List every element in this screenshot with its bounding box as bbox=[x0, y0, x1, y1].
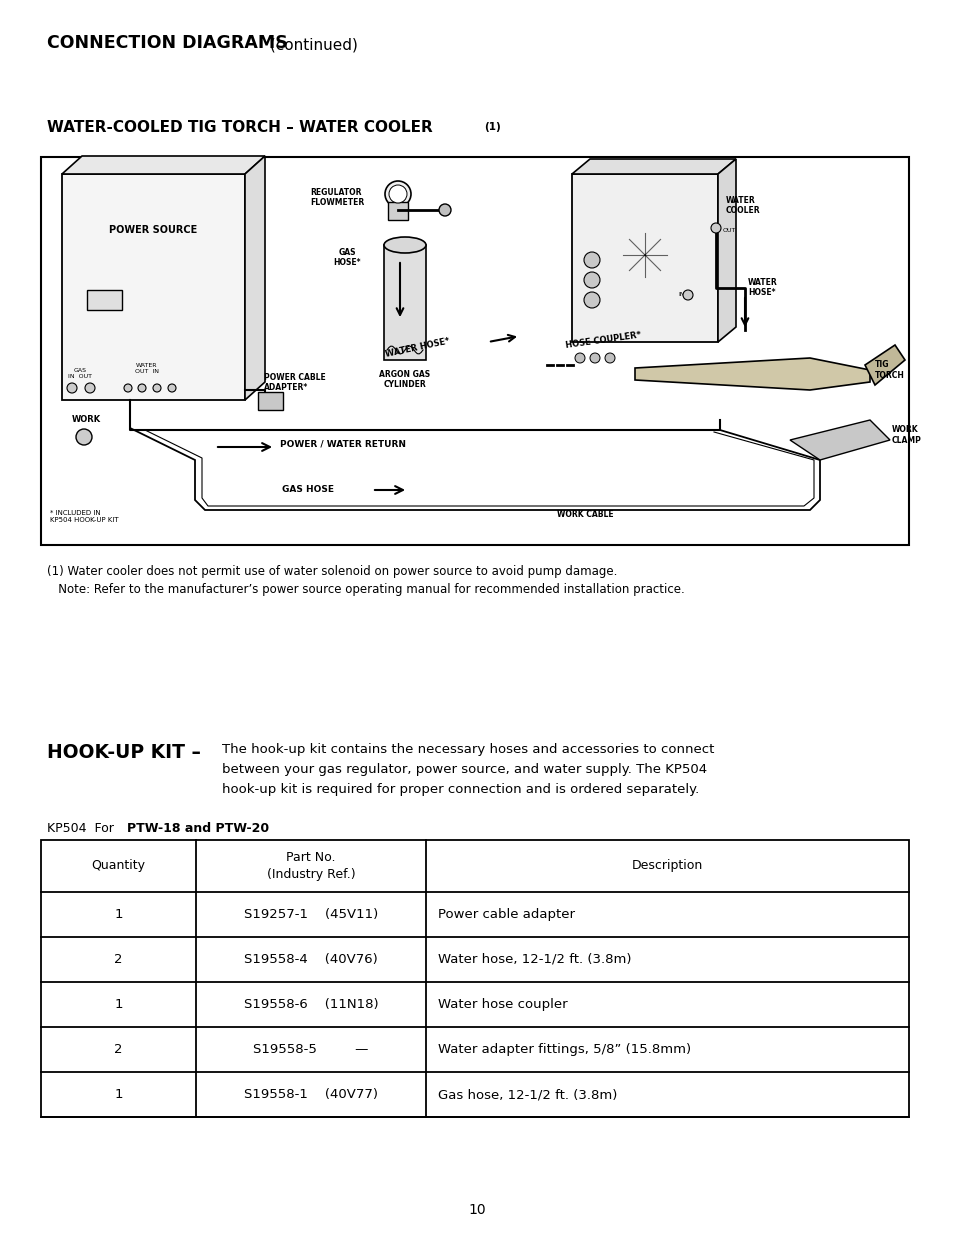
Circle shape bbox=[124, 384, 132, 391]
Text: S19558-4    (40V76): S19558-4 (40V76) bbox=[244, 953, 377, 966]
Circle shape bbox=[138, 384, 146, 391]
Text: S19257-1    (45V11): S19257-1 (45V11) bbox=[244, 908, 377, 921]
Circle shape bbox=[682, 290, 692, 300]
Bar bbox=[41, 840, 908, 1116]
Text: TIG
TORCH: TIG TORCH bbox=[874, 361, 904, 379]
Polygon shape bbox=[864, 345, 904, 385]
Polygon shape bbox=[718, 159, 735, 342]
Text: WATER
HOSE*: WATER HOSE* bbox=[747, 278, 777, 298]
Circle shape bbox=[67, 383, 77, 393]
Circle shape bbox=[583, 291, 599, 308]
Circle shape bbox=[575, 353, 584, 363]
Text: 1: 1 bbox=[114, 908, 123, 921]
Text: S19558-6    (11N18): S19558-6 (11N18) bbox=[243, 998, 378, 1011]
Bar bbox=[41, 157, 908, 545]
Ellipse shape bbox=[384, 237, 426, 253]
Circle shape bbox=[589, 353, 599, 363]
Polygon shape bbox=[572, 159, 735, 174]
Bar bbox=[388, 203, 408, 220]
Bar bbox=[62, 174, 245, 400]
Polygon shape bbox=[635, 358, 869, 390]
Circle shape bbox=[438, 204, 451, 216]
Polygon shape bbox=[789, 420, 889, 459]
Text: S19558-1    (40V77): S19558-1 (40V77) bbox=[244, 1088, 377, 1100]
Text: Power cable adapter: Power cable adapter bbox=[437, 908, 575, 921]
Text: REGULATOR
FLOWMETER: REGULATOR FLOWMETER bbox=[310, 188, 364, 207]
Text: (1) Water cooler does not permit use of water solenoid on power source to avoid : (1) Water cooler does not permit use of … bbox=[47, 564, 617, 578]
Circle shape bbox=[85, 383, 95, 393]
Circle shape bbox=[604, 353, 615, 363]
Text: Water hose coupler: Water hose coupler bbox=[437, 998, 567, 1011]
Text: ARGON GAS
CYLINDER: ARGON GAS CYLINDER bbox=[379, 370, 430, 389]
Circle shape bbox=[710, 224, 720, 233]
Text: KP504  For: KP504 For bbox=[47, 823, 118, 835]
Text: 1: 1 bbox=[114, 998, 123, 1011]
Text: PTW-18 and PTW-20: PTW-18 and PTW-20 bbox=[127, 823, 269, 835]
Text: 10: 10 bbox=[468, 1203, 485, 1216]
Text: Part No.
(Industry Ref.): Part No. (Industry Ref.) bbox=[267, 851, 355, 881]
Text: CONNECTION DIAGRAMS: CONNECTION DIAGRAMS bbox=[47, 35, 288, 52]
Circle shape bbox=[76, 429, 91, 445]
Text: Water adapter fittings, 5/8” (15.8mm): Water adapter fittings, 5/8” (15.8mm) bbox=[437, 1044, 690, 1056]
Text: POWER CABLE
ADAPTER*: POWER CABLE ADAPTER* bbox=[264, 373, 325, 393]
Text: WORK CABLE: WORK CABLE bbox=[557, 510, 613, 519]
Circle shape bbox=[583, 252, 599, 268]
Text: * INCLUDED IN
KP504 HOOK-UP KIT: * INCLUDED IN KP504 HOOK-UP KIT bbox=[50, 510, 118, 522]
Text: WATER HOSE*: WATER HOSE* bbox=[385, 337, 451, 359]
Text: The hook-up kit contains the necessary hoses and accessories to connect: The hook-up kit contains the necessary h… bbox=[222, 743, 714, 756]
Text: Note: Refer to the manufacturer’s power source operating manual for recommended : Note: Refer to the manufacturer’s power … bbox=[47, 583, 684, 597]
Text: between your gas regulator, power source, and water supply. The KP504: between your gas regulator, power source… bbox=[222, 763, 706, 776]
Text: Gas hose, 12-1/2 ft. (3.8m): Gas hose, 12-1/2 ft. (3.8m) bbox=[437, 1088, 617, 1100]
Text: WATER
OUT  IN: WATER OUT IN bbox=[135, 363, 159, 374]
Text: S19558-5         —: S19558-5 — bbox=[253, 1044, 368, 1056]
Circle shape bbox=[583, 272, 599, 288]
Text: (1): (1) bbox=[483, 122, 500, 132]
Text: Water hose, 12-1/2 ft. (3.8m): Water hose, 12-1/2 ft. (3.8m) bbox=[437, 953, 631, 966]
Text: Quantity: Quantity bbox=[91, 860, 146, 872]
Text: WORK
CLAMP: WORK CLAMP bbox=[891, 425, 921, 445]
Text: 2: 2 bbox=[114, 1044, 123, 1056]
Text: WATER
COOLER: WATER COOLER bbox=[725, 196, 760, 215]
Text: HOSE COUPLER*: HOSE COUPLER* bbox=[564, 330, 641, 350]
Text: 1: 1 bbox=[114, 1088, 123, 1100]
Text: GAS
IN  OUT: GAS IN OUT bbox=[68, 368, 91, 379]
Text: (continued): (continued) bbox=[265, 37, 357, 52]
Circle shape bbox=[168, 384, 175, 391]
Text: hook-up kit is required for proper connection and is ordered separately.: hook-up kit is required for proper conne… bbox=[222, 783, 699, 797]
Circle shape bbox=[389, 185, 407, 203]
Circle shape bbox=[152, 384, 161, 391]
Circle shape bbox=[385, 182, 411, 207]
Polygon shape bbox=[62, 156, 265, 174]
Text: IN: IN bbox=[678, 293, 684, 298]
Polygon shape bbox=[245, 156, 265, 400]
Bar bbox=[87, 290, 122, 310]
Text: WORK: WORK bbox=[71, 415, 101, 424]
Text: OUT: OUT bbox=[722, 227, 736, 232]
Text: Description: Description bbox=[631, 860, 702, 872]
Text: WATER-COOLED TIG TORCH – WATER COOLER: WATER-COOLED TIG TORCH – WATER COOLER bbox=[47, 120, 433, 135]
Text: HOOK-UP KIT –: HOOK-UP KIT – bbox=[47, 743, 201, 762]
Bar bbox=[257, 391, 283, 410]
Text: POWER SOURCE: POWER SOURCE bbox=[110, 225, 197, 235]
Text: GAS HOSE: GAS HOSE bbox=[282, 485, 334, 494]
Bar bbox=[572, 174, 718, 342]
Bar bbox=[384, 245, 426, 359]
Text: GAS
HOSE*: GAS HOSE* bbox=[333, 248, 360, 268]
Text: 2: 2 bbox=[114, 953, 123, 966]
Text: POWER / WATER RETURN: POWER / WATER RETURN bbox=[280, 440, 406, 448]
